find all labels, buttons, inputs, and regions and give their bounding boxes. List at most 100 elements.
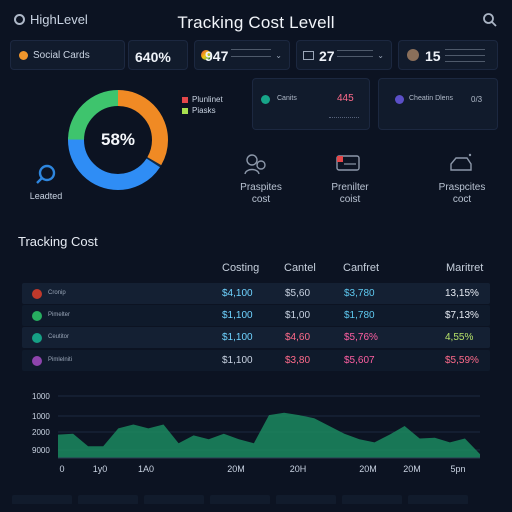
y-tick-label: 9000	[32, 446, 50, 455]
x-tick-label: 0	[59, 464, 64, 474]
x-tick-label: 1A0	[138, 464, 154, 474]
table-cell: $5,59%	[445, 355, 479, 366]
table-cell: $1,100	[222, 355, 253, 366]
table-cell: $3,780	[344, 288, 375, 299]
x-tick-label: 1y0	[93, 464, 108, 474]
column-header[interactable]: Cantel	[284, 262, 316, 274]
stat-card-cheatin[interactable]: Cheatin Dlens 0/3	[378, 78, 498, 130]
row-avatar	[32, 310, 42, 321]
users-icon	[244, 154, 266, 175]
brand[interactable]: HighLevel	[14, 12, 88, 27]
footer-tab[interactable]	[144, 495, 204, 504]
car-icon	[450, 153, 472, 171]
donut-segment-blue	[68, 90, 168, 190]
area-series	[58, 412, 480, 458]
area-chart: 1000 1000 2000 9000 0 1y0 1A0 20M 20H 20M 20M 5pn	[32, 392, 480, 474]
footer-tab[interactable]	[78, 495, 138, 504]
kpi-card-count-b[interactable]: 27 ⌄	[296, 40, 392, 70]
y-tick-label: 1000	[32, 392, 50, 401]
x-tick-label: 5pn	[450, 464, 465, 474]
inbox-icon	[336, 155, 360, 171]
kpi-card-social[interactable]: Social Cards	[10, 40, 125, 70]
stat-value: 0/3	[471, 95, 483, 104]
brand-name: HighLevel	[30, 12, 88, 27]
donut-segment-green	[68, 90, 168, 190]
search-icon[interactable]	[482, 12, 498, 28]
calendar-icon	[303, 51, 314, 60]
footer-tab[interactable]	[408, 495, 468, 504]
table-row[interactable]: Pimelter $1,100 $1,00 $1,780 $7,13%	[22, 305, 490, 326]
donut-chart	[68, 90, 168, 190]
stat-label: Canits	[277, 95, 297, 102]
row-avatar	[32, 355, 42, 366]
table-cell: $5,607	[344, 355, 375, 366]
footer-tab[interactable]	[276, 495, 336, 504]
row-avatar	[32, 288, 42, 299]
table-cell: $1,100	[222, 332, 253, 343]
kpi-value: 15	[425, 48, 441, 64]
section-title: Tracking Cost	[18, 234, 98, 249]
row-avatar	[32, 332, 42, 343]
kpi-label: Social Cards	[33, 50, 90, 61]
y-tick-label: 2000	[32, 428, 50, 437]
footer-tabs	[12, 492, 500, 504]
kpi-value: 640%	[135, 49, 171, 65]
brand-logo-icon	[14, 14, 25, 25]
table-cell: $7,13%	[445, 310, 479, 321]
avatar	[407, 49, 419, 61]
chevron-down-icon[interactable]: ⌄	[275, 51, 282, 60]
tile-praspites[interactable]: Praspites cost	[228, 148, 294, 210]
x-tick-label: 20M	[403, 464, 421, 474]
table-cell: $4,100	[222, 288, 253, 299]
column-header[interactable]: Canfret	[343, 262, 380, 274]
tile-prenilter[interactable]: Prenilter coist	[310, 148, 390, 210]
donut-center-value: 58%	[100, 130, 136, 149]
stat-label: Cheatin Dlens	[409, 95, 453, 102]
stat-card-canits[interactable]: Canits 445	[252, 78, 370, 130]
table-row[interactable]: Pimlelniti $1,100 $3,80 $5,607 $5,59%	[22, 350, 490, 371]
legend-item: Plunlinet	[182, 94, 223, 105]
table-row[interactable]: Ceutitor $1,100 $4,60 $5,76% 4,55%	[22, 327, 490, 348]
table-cell: $1,00	[285, 310, 311, 321]
table-cell: 13,15%	[445, 288, 479, 299]
column-header[interactable]: Costing	[222, 262, 260, 274]
table-cell: $5,76%	[344, 332, 378, 343]
lead-label: Leadted	[29, 191, 63, 201]
table-cell: $1,780	[344, 310, 375, 321]
tile-praspcites[interactable]: Praspcites coct	[420, 148, 504, 210]
row-name: Ceutitor	[48, 334, 70, 340]
legend-label: Plunlinet	[192, 95, 223, 104]
donut-legend: Plunlinet Piasks	[182, 94, 223, 116]
lead-link[interactable]: Leadted	[26, 164, 66, 201]
kpi-card-percent[interactable]: 640%	[128, 40, 188, 70]
footer-tab[interactable]	[342, 495, 402, 504]
status-dot	[261, 95, 270, 104]
avatar	[201, 50, 211, 60]
kpi-card-count-c[interactable]: 15	[398, 40, 498, 70]
legend-swatch	[182, 96, 188, 103]
chevron-down-icon[interactable]: ⌄	[377, 51, 384, 60]
row-name: Pimelter	[48, 312, 71, 318]
kpi-card-count-a[interactable]: 947 ⌄	[194, 40, 290, 70]
x-tick-label: 20M	[227, 464, 245, 474]
legend-swatch	[182, 107, 188, 114]
x-tick-label: 20H	[290, 464, 307, 474]
column-header[interactable]: Maritret	[446, 262, 484, 274]
table-cell: $1,100	[222, 310, 253, 321]
footer-tab[interactable]	[12, 495, 72, 504]
tile-label: Prenilter coist	[331, 182, 369, 205]
page-title: Tracking Cost Levell	[177, 13, 335, 32]
status-dot	[19, 51, 28, 60]
kpi-caption	[337, 50, 373, 62]
footer-tab[interactable]	[210, 495, 270, 504]
status-dot	[395, 95, 404, 104]
row-name: Pimlelniti	[48, 357, 73, 363]
row-name: Cronip	[48, 290, 66, 296]
y-tick-label: 1000	[32, 412, 50, 421]
table-row[interactable]: Cronip $4,100 $5,60 $3,780 13,15%	[22, 283, 490, 304]
x-tick-label: 20M	[359, 464, 377, 474]
table-cell: $3,80	[285, 355, 311, 366]
legend-label: Piasks	[192, 106, 216, 115]
table-cell: $4,60	[285, 332, 311, 343]
tile-label: Praspites cost	[240, 182, 282, 205]
